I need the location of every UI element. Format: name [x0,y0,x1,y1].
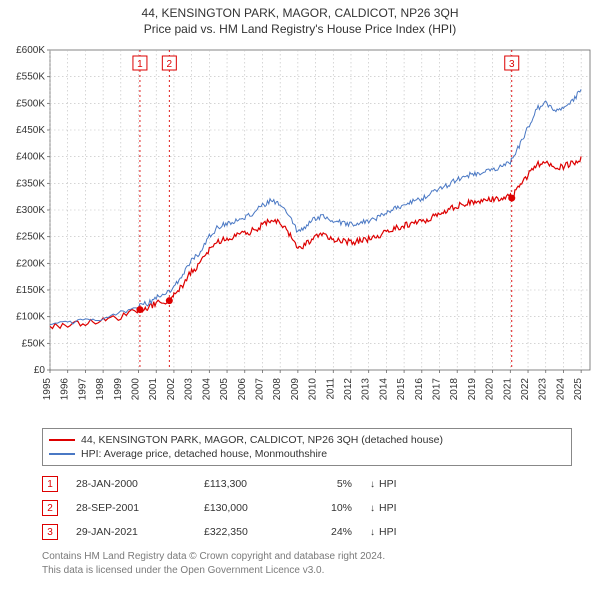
xtick-label: 2015 [396,378,407,401]
marker-date: 29-JAN-2021 [76,526,186,538]
marker-hpi: ↓ HPI [370,526,397,538]
xtick-label: 2006 [237,378,248,401]
xtick-label: 2021 [502,378,513,401]
marker-table-row: 2 28-SEP-2001 £130,000 10% ↓ HPI [42,496,572,520]
xtick-label: 2025 [573,378,584,401]
hpi-label: HPI [379,502,397,514]
chart-plot-area: £0 £50K £100K £150K £200K £250K £300K £350K £400… [0,40,600,420]
footer-line: Contains HM Land Registry data © Crown c… [42,550,572,564]
marker-table-row: 3 29-JAN-2021 £322,350 24% ↓ HPI [42,520,572,544]
marker-hpi: ↓ HPI [370,478,397,490]
xtick-label: 2012 [343,378,354,401]
ytick-label: £350K [16,178,45,189]
marker-badge-num: 3 [509,59,515,70]
xtick-label: 2004 [201,378,212,401]
xtick-label: 2024 [555,378,566,401]
marker-price: £113,300 [204,478,294,490]
footer-line: This data is licensed under the Open Gov… [42,564,572,578]
ytick-label: £450K [16,125,45,136]
marker-price: £130,000 [204,502,294,514]
down-arrow-icon: ↓ [370,527,375,538]
hpi-label: HPI [379,478,397,490]
xtick-label: 2008 [272,378,283,401]
xtick-label: 2017 [432,378,443,401]
xtick-label: 2014 [378,378,389,401]
legend-label: 44, KENSINGTON PARK, MAGOR, CALDICOT, NP… [81,434,443,446]
xtick-label: 2020 [485,378,496,401]
xtick-label: 2022 [520,378,531,401]
marker-dot [508,195,515,202]
xtick-label: 1997 [77,378,88,401]
legend: 44, KENSINGTON PARK, MAGOR, CALDICOT, NP… [42,428,572,466]
down-arrow-icon: ↓ [370,503,375,514]
marker-table-row: 1 28-JAN-2000 £113,300 5% ↓ HPI [42,472,572,496]
marker-dot [166,297,173,304]
marker-price: £322,350 [204,526,294,538]
xtick-label: 2019 [467,378,478,401]
xtick-label: 2002 [166,378,177,401]
marker-hpi: ↓ HPI [370,502,397,514]
hpi-label: HPI [379,526,397,538]
ytick-label: £250K [16,232,45,243]
xtick-label: 1995 [42,378,53,401]
ytick-label: £50K [22,338,46,349]
marker-date: 28-SEP-2001 [76,502,186,514]
chart-title: 44, KENSINGTON PARK, MAGOR, CALDICOT, NP… [0,0,600,20]
chart-svg: £0 £50K £100K £150K £200K £250K £300K £350K £400… [0,40,600,420]
marker-pct: 5% [312,478,352,490]
xtick-label: 1996 [60,378,71,401]
chart-container: 44, KENSINGTON PARK, MAGOR, CALDICOT, NP… [0,0,600,590]
ytick-label: £400K [16,152,45,163]
xtick-label: 2023 [538,378,549,401]
ytick-label: £0 [34,365,46,376]
legend-swatch [49,453,75,455]
marker-badge: 3 [42,524,58,540]
xtick-label: 2007 [254,378,265,401]
legend-item: 44, KENSINGTON PARK, MAGOR, CALDICOT, NP… [49,433,565,447]
xtick-label: 2011 [325,378,336,400]
ytick-label: £550K [16,72,45,83]
marker-table: 1 28-JAN-2000 £113,300 5% ↓ HPI 2 28-SEP-2001 £1… [42,472,572,544]
chart-subtitle: Price paid vs. HM Land Registry's House … [0,20,600,40]
legend-swatch [49,439,75,441]
xtick-label: 2013 [361,378,372,401]
legend-label: HPI: Average price, detached house, Monm… [81,448,327,460]
ytick-label: £300K [16,205,45,216]
xtick-label: 2003 [184,378,195,401]
xtick-label: 1999 [113,378,124,401]
legend-item: HPI: Average price, detached house, Monm… [49,447,565,461]
marker-badge-num: 1 [137,59,143,70]
marker-badge: 2 [42,500,58,516]
xtick-label: 2018 [449,378,460,401]
footer-attribution: Contains HM Land Registry data © Crown c… [42,550,572,577]
xtick-label: 2001 [148,378,159,401]
xtick-label: 2005 [219,378,230,401]
xtick-label: 2010 [308,378,319,401]
xtick-label: 1998 [95,378,106,401]
xtick-label: 2009 [290,378,301,401]
ytick-label: £500K [16,98,45,109]
marker-pct: 24% [312,526,352,538]
marker-badge-num: 2 [167,59,173,70]
marker-dot [136,306,143,313]
marker-date: 28-JAN-2000 [76,478,186,490]
marker-badge: 1 [42,476,58,492]
ytick-label: £100K [16,312,45,323]
marker-pct: 10% [312,502,352,514]
down-arrow-icon: ↓ [370,479,375,490]
ytick-label: £600K [16,45,45,56]
ytick-label: £150K [16,285,45,296]
xtick-label: 2016 [414,378,425,401]
ytick-label: £200K [16,258,45,269]
xtick-label: 2000 [131,378,142,401]
